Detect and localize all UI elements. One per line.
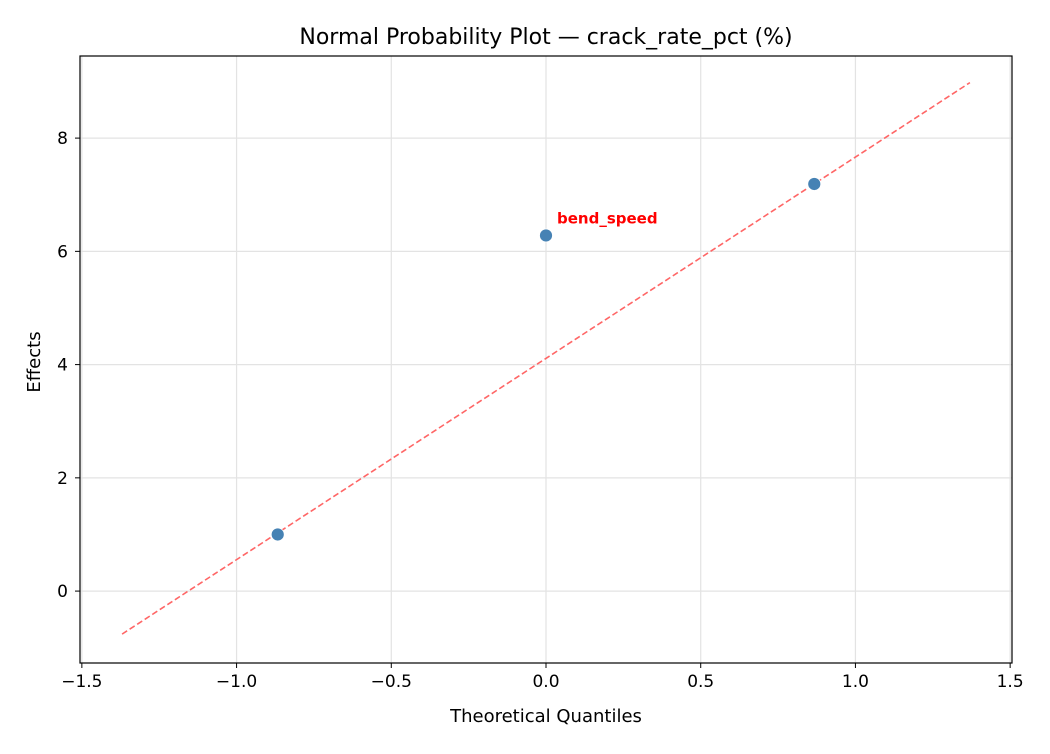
data-point — [270, 527, 285, 542]
point-annotation: bend_speed — [557, 209, 658, 227]
x-tick-label: 0.5 — [687, 672, 714, 692]
x-tick-label: 1.0 — [842, 672, 869, 692]
y-tick-label: 6 — [57, 242, 68, 262]
reference-line-group — [121, 81, 971, 635]
y-tick-label: 0 — [57, 582, 68, 602]
reference-line — [121, 81, 971, 635]
x-axis: −1.5 −1.0 −0.5 0.0 0.5 1.0 1.5 — [61, 663, 1024, 692]
x-axis-label: Theoretical Quantiles — [449, 706, 642, 727]
x-tick-label: 1.5 — [997, 672, 1024, 692]
y-axis: 0 2 4 6 8 — [57, 129, 80, 602]
y-tick-label: 2 — [57, 469, 68, 489]
y-tick-label: 4 — [57, 356, 68, 376]
x-tick-label: −1.0 — [216, 672, 257, 692]
x-tick-label: −1.5 — [61, 672, 102, 692]
points-group: bend_speed — [270, 177, 822, 542]
data-point — [807, 177, 822, 191]
x-tick-label: −0.5 — [371, 672, 412, 692]
y-axis-label: Effects — [24, 331, 45, 392]
x-tick-label: 0.0 — [532, 672, 559, 692]
y-tick-label: 8 — [57, 129, 68, 149]
chart-title: Normal Probability Plot — crack_rate_pct… — [299, 25, 792, 50]
data-point — [539, 228, 553, 243]
